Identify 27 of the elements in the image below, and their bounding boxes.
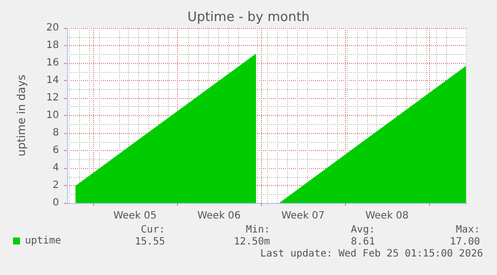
y-tick-label: 4	[52, 162, 59, 174]
y-axis-title: uptime in days	[15, 74, 28, 156]
y-tick-label: 18	[46, 40, 59, 51]
x-tick-label: Week 07	[281, 210, 325, 222]
text: Cur:	[140, 224, 165, 236]
text: Min:	[246, 224, 270, 236]
chart-title: Uptime - by month	[187, 10, 310, 25]
text: 15.55	[134, 236, 165, 248]
y-tick-label: 6	[52, 145, 59, 156]
text: 12.50m	[234, 236, 270, 248]
x-tick-label: Week 05	[113, 210, 157, 222]
x-tick-label: Week 06	[197, 210, 241, 222]
y-tick-label: 2	[52, 180, 59, 191]
y-tick-label: 8	[52, 128, 59, 138]
text: Last update: Wed Feb 25 01:15:00 2026	[260, 248, 484, 260]
text: 17.00	[450, 236, 480, 248]
y-tick-label: 20	[46, 22, 59, 34]
legend-label: uptime	[25, 236, 62, 246]
y-tick-label: 14	[46, 75, 59, 86]
text: 8.61	[350, 236, 375, 248]
y-tick-label: 16	[46, 58, 59, 68]
x-tick-label: Week 08	[365, 210, 409, 222]
y-tick-label: 10	[46, 110, 59, 121]
text: Avg:	[350, 224, 375, 236]
y-tick-label: 12	[46, 92, 59, 104]
text: Max:	[456, 224, 480, 236]
y-tick-label: 0	[52, 198, 59, 208]
